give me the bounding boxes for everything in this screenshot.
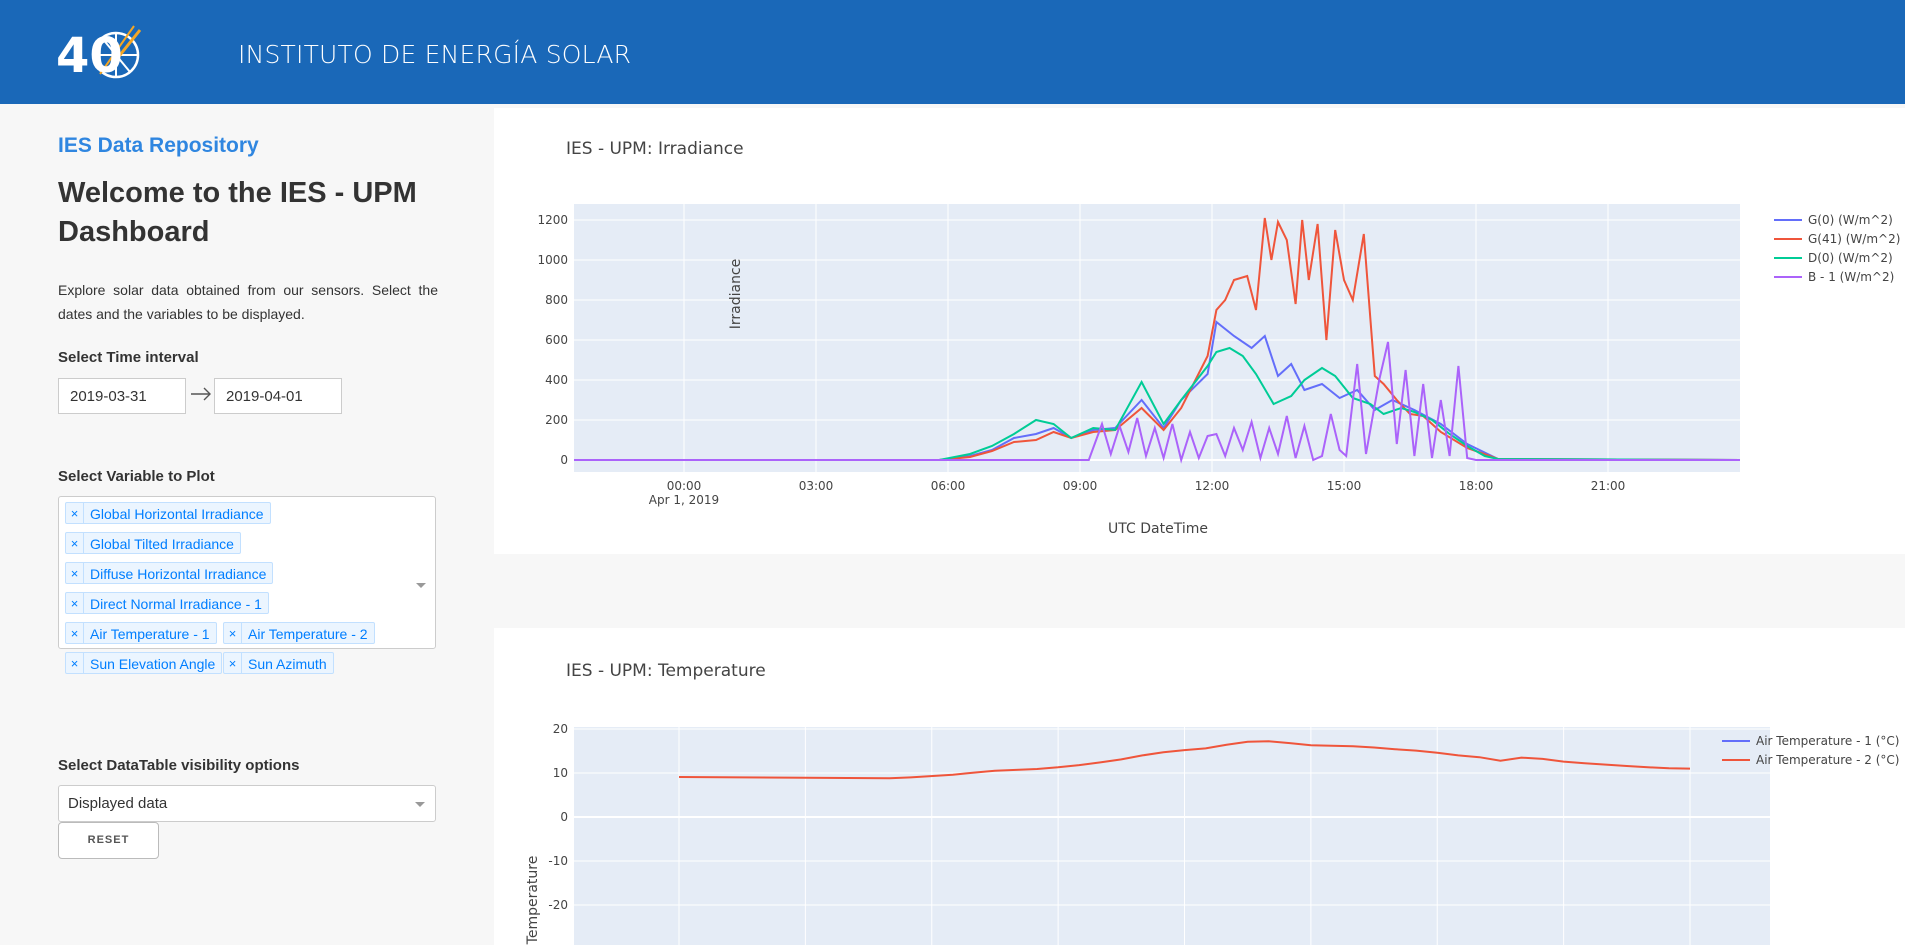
remove-tag-icon[interactable]: ×	[66, 593, 84, 613]
irradiance-series-line[interactable]	[574, 341, 1740, 464]
chevron-down-icon[interactable]	[415, 802, 425, 807]
irradiance-x-tick-label: 00:00	[667, 479, 702, 493]
variable-tag-label: Diffuse Horizontal Irradiance	[90, 566, 267, 582]
remove-tag-icon[interactable]: ×	[66, 653, 84, 673]
irradiance-x-tick-label: 18:00	[1459, 479, 1494, 493]
variable-tag: × Global Horizontal Irradiance	[65, 502, 271, 524]
legend-item-label[interactable]: G(41) (W/m^2)	[1808, 232, 1900, 246]
irradiance-date-label: Apr 1, 2019	[649, 493, 719, 507]
variable-tag: × Direct Normal Irradiance - 1	[65, 592, 269, 614]
remove-tag-icon[interactable]: ×	[224, 623, 242, 643]
remove-tag-icon[interactable]: ×	[66, 623, 84, 643]
arrow-right-icon	[191, 387, 211, 401]
temperature-chart[interactable]: -20 -10 0 10 20 Temperature Air Temperature …	[494, 628, 1905, 945]
variable-tag-label: Global Horizontal Irradiance	[90, 506, 264, 522]
intro-text: Explore solar data obtained from our sen…	[58, 282, 438, 322]
irradiance-chart-title: IES - UPM: Irradiance	[566, 139, 744, 159]
start-date-input[interactable]: 2019-03-31	[58, 378, 186, 414]
variable-tag-label: Direct Normal Irradiance - 1	[90, 596, 262, 612]
temperature-y-tick-label: 20	[553, 722, 568, 736]
irradiance-series-line[interactable]	[574, 346, 1741, 461]
variable-tag-label: Global Tilted Irradiance	[90, 536, 234, 552]
legend-item-label[interactable]: D(0) (W/m^2)	[1808, 251, 1893, 265]
irradiance-y-tick-label: 600	[545, 333, 568, 347]
temperature-y-axis-label: Temperature	[525, 856, 541, 945]
institute-title: INSTITUTO DE ENERGÍA SOLAR	[238, 40, 632, 69]
irradiance-x-tick-label: 03:00	[799, 479, 834, 493]
remove-tag-icon[interactable]: ×	[66, 533, 84, 553]
end-date-input[interactable]: 2019-04-01	[214, 378, 342, 414]
legend-item-label[interactable]: Air Temperature - 2 (°C)	[1756, 753, 1899, 767]
sidebar: IES Data Repository Welcome to the IES -…	[0, 104, 494, 945]
temperature-series-line[interactable]	[678, 740, 1691, 780]
datatable-label: Select DataTable visibility options	[58, 757, 300, 774]
temperature-y-tick-label: 10	[553, 766, 568, 780]
variable-tag: × Sun Elevation Angle	[65, 652, 223, 674]
svg-text:40: 40	[56, 28, 123, 82]
irradiance-y-axis-label: Irradiance	[728, 259, 744, 330]
variable-tag: × Sun Azimuth	[223, 652, 334, 674]
remove-tag-icon[interactable]: ×	[66, 503, 84, 523]
datatable-visibility-select[interactable]: Displayed data	[58, 785, 436, 822]
irradiance-chart[interactable]: 0 200 400 600 800 1000 1200 00:00 03:00 06:00 09:…	[494, 108, 1905, 554]
variable-tag-label: Air Temperature - 1	[90, 626, 210, 642]
temperature-y-tick-label: -20	[548, 898, 568, 912]
legend-item-label[interactable]: G(0) (W/m^2)	[1808, 213, 1893, 227]
app-header: 40 INSTITUTO DE ENERGÍA SOLAR	[0, 0, 1905, 104]
irradiance-y-tick-label: 0	[560, 453, 568, 467]
irradiance-plot-area	[574, 204, 1740, 472]
welcome-heading: Welcome to the IES - UPM Dashboard	[58, 177, 417, 248]
irradiance-y-tick-label: 200	[545, 413, 568, 427]
irradiance-x-tick-label: 09:00	[1063, 479, 1098, 493]
irradiance-y-tick-label: 400	[545, 373, 568, 387]
time-interval-label: Select Time interval	[58, 349, 199, 366]
irradiance-x-axis-label: UTC DateTime	[1108, 521, 1208, 537]
irradiance-y-tick-label: 1200	[537, 213, 568, 227]
irradiance-x-tick-label: 12:00	[1195, 479, 1230, 493]
variable-tag-label: Sun Elevation Angle	[90, 656, 216, 672]
variable-tag: × Global Tilted Irradiance	[65, 532, 241, 554]
temperature-y-tick-label: -10	[548, 854, 568, 868]
irradiance-x-tick-label: 06:00	[931, 479, 966, 493]
variable-tag: × Diffuse Horizontal Irradiance	[65, 562, 274, 584]
repository-title: IES Data Repository	[58, 134, 259, 157]
temperature-y-tick-label: 0	[560, 810, 568, 824]
irradiance-y-tick-label: 1000	[537, 253, 568, 267]
irradiance-x-tick-label: 21:00	[1591, 479, 1626, 493]
irradiance-y-tick-label: 800	[545, 293, 568, 307]
variable-label: Select Variable to Plot	[58, 468, 215, 485]
variable-tag: × Air Temperature - 2	[223, 622, 375, 644]
ies-40-logo: 40	[56, 25, 142, 82]
legend-item-label[interactable]: Air Temperature - 1 (°C)	[1756, 734, 1899, 748]
variable-tag: × Air Temperature - 1	[65, 622, 217, 644]
datatable-visibility-value: Displayed data	[68, 795, 168, 812]
temperature-chart-title: IES - UPM: Temperature	[566, 661, 766, 681]
variable-tag-label: Sun Azimuth	[248, 656, 327, 672]
reset-button[interactable]: RESET	[58, 822, 159, 859]
remove-tag-icon[interactable]: ×	[224, 653, 242, 673]
chevron-down-icon[interactable]	[416, 583, 426, 588]
irradiance-x-tick-label: 15:00	[1327, 479, 1362, 493]
remove-tag-icon[interactable]: ×	[66, 563, 84, 583]
irradiance-series-line[interactable]	[574, 217, 1741, 461]
variable-multiselect[interactable]: × Global Horizontal Irradiance × Global …	[58, 496, 436, 674]
temperature-chart-panel: IES - UPM: Temperature -20 -10 0 10 20 Tempe…	[494, 628, 1905, 945]
variable-tag-label: Air Temperature - 2	[248, 626, 368, 642]
temperature-plot-area	[574, 727, 1770, 945]
irradiance-chart-panel: IES - UPM: Irradiance 0 200 400 600 800 1000 1…	[494, 108, 1905, 554]
legend-item-label[interactable]: B - 1 (W/m^2)	[1808, 270, 1894, 284]
